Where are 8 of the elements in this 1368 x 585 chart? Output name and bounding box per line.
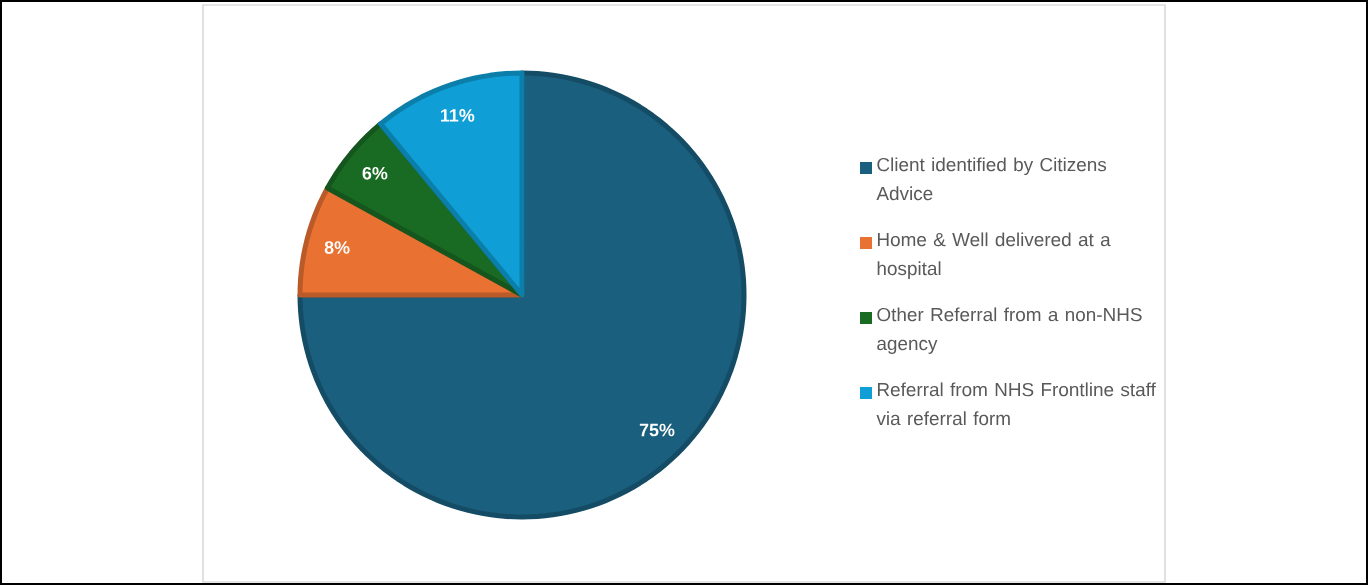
legend-label: Client identified by Citizens Advice: [876, 157, 1107, 201]
legend-label: Home & Well delivered at a hospital: [877, 232, 1111, 279]
legend-label: Referral from NHS Frontline staff via referral form: [876, 382, 1156, 426]
data-label: 8%: [324, 241, 350, 254]
data-label: 75%: [639, 423, 675, 437]
legend-label: Other Referral from a non-NHS agency: [877, 307, 1142, 354]
data-label: 6%: [362, 166, 388, 180]
data-label: 11%: [441, 109, 475, 122]
